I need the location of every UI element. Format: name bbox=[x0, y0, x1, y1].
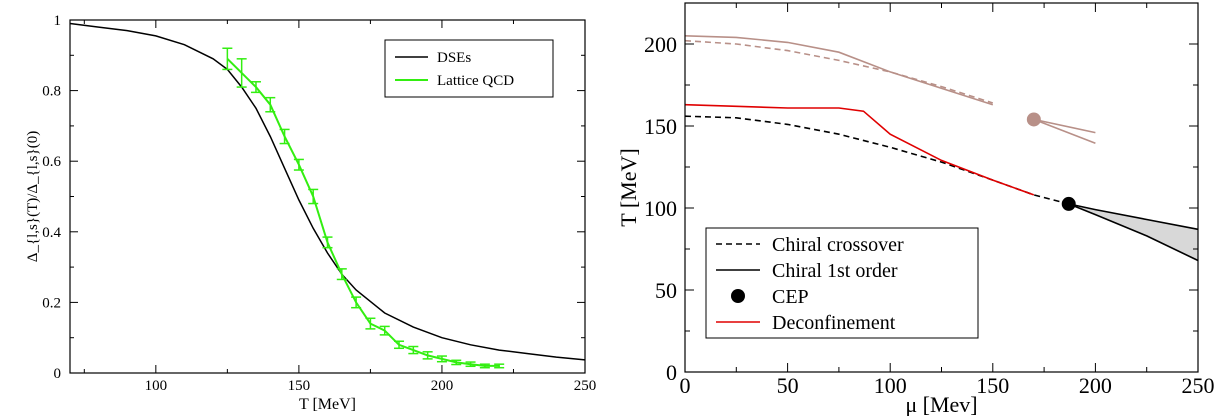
series-line-6 bbox=[1033, 118, 1096, 134]
series-dses-line bbox=[69, 22, 586, 361]
lattice-error-bar bbox=[336, 268, 347, 281]
lattice-error-bar bbox=[465, 361, 476, 368]
lattice-error-bar bbox=[451, 359, 462, 366]
lattice-error-bar bbox=[322, 236, 333, 249]
y-tick-label: 0 bbox=[666, 360, 677, 385]
series-line-5 bbox=[684, 39, 994, 104]
y-tick-label: 0.6 bbox=[42, 154, 61, 170]
x-tick-label: 0 bbox=[680, 373, 691, 398]
x-tick-label: 200 bbox=[1079, 373, 1112, 398]
lattice-error-bar bbox=[436, 355, 447, 363]
series-line-3 bbox=[684, 103, 1035, 196]
lattice-error-bar bbox=[365, 317, 376, 330]
legend-label: CEP bbox=[772, 286, 809, 308]
x-tick-label: 100 bbox=[874, 373, 907, 398]
lattice-error-bar bbox=[494, 363, 505, 369]
y-axis-label: Δ_{l,s}(T)/Δ_{l,s}(0) bbox=[25, 131, 41, 262]
lattice-error-bar bbox=[236, 58, 247, 88]
lattice-error-bar bbox=[379, 325, 390, 336]
legend-box bbox=[705, 227, 979, 339]
cep-point bbox=[1061, 196, 1076, 211]
legend-box bbox=[384, 39, 554, 98]
upper-endpoint bbox=[1026, 112, 1041, 127]
lattice-error-bar bbox=[479, 363, 490, 369]
lattice-error-bar bbox=[293, 158, 304, 171]
lattice-error-bar bbox=[422, 351, 433, 360]
x-tick-label: 100 bbox=[145, 378, 168, 394]
series-line-0 bbox=[684, 115, 1069, 205]
y-axis-label: T [MeV] bbox=[616, 148, 641, 226]
series-line-2 bbox=[1068, 203, 1199, 262]
y-tick-label: 150 bbox=[644, 114, 677, 139]
lattice-error-bar bbox=[222, 47, 233, 71]
lattice-error-bar bbox=[408, 345, 419, 355]
y-tick-label: 200 bbox=[644, 32, 677, 57]
lattice-error-bar bbox=[351, 296, 362, 309]
legend-label-dses: DSEs bbox=[437, 50, 471, 66]
legend-label-lattice: Lattice QCD bbox=[437, 73, 514, 89]
chart-left: 100 150 200 250 0 0.2 0.4 0.6 0.8 1 T [MeV] Δ_{l,s}… bbox=[25, 13, 596, 413]
series-lattice-line bbox=[226, 58, 500, 367]
y-tick-label: 100 bbox=[644, 196, 677, 221]
series-line-7 bbox=[1033, 118, 1096, 144]
plot-frame bbox=[69, 19, 586, 374]
x-tick-label: 250 bbox=[1182, 373, 1215, 398]
x-tick-label: 50 bbox=[777, 373, 799, 398]
lattice-error-bar bbox=[265, 96, 276, 113]
x-tick-label: 150 bbox=[976, 373, 1009, 398]
x-tick-label: 250 bbox=[574, 378, 597, 394]
x-tick-label: 150 bbox=[288, 378, 311, 394]
lattice-error-bar bbox=[279, 128, 290, 145]
legend-label: Deconfinement bbox=[772, 312, 896, 334]
y-tick-label: 1 bbox=[54, 13, 62, 29]
legend-label: Chiral crossover bbox=[772, 234, 904, 256]
chart-right: 0 50 100 150 200 250 0 50 100 150 200 μ [Mev] T [MeV… bbox=[616, 2, 1215, 416]
legend-swatch-cep bbox=[731, 289, 745, 303]
legend: Chiral crossover Chiral 1st order CEP Decon… bbox=[705, 227, 979, 339]
lattice-error-bar bbox=[308, 188, 319, 205]
y-tick-label: 0.2 bbox=[42, 295, 61, 311]
legend: DSEs Lattice QCD bbox=[384, 39, 554, 98]
lattice-error-bar bbox=[394, 340, 405, 350]
y-tick-label: 0.8 bbox=[42, 84, 61, 100]
x-tick-label: 200 bbox=[431, 378, 454, 394]
x-axis-label: μ [Mev] bbox=[905, 392, 977, 416]
y-tick-label: 0.4 bbox=[42, 225, 61, 241]
x-axis-label: T [MeV] bbox=[299, 396, 356, 413]
series-line-1 bbox=[1068, 203, 1199, 231]
y-tick-label: 50 bbox=[655, 278, 677, 303]
plot-frame bbox=[684, 2, 1199, 373]
y-tick-label: 0 bbox=[54, 366, 62, 382]
first-order-band bbox=[1068, 203, 1198, 261]
legend-label: Chiral 1st order bbox=[772, 260, 898, 282]
lattice-error-bar bbox=[250, 81, 261, 94]
series-line-4 bbox=[684, 35, 994, 106]
